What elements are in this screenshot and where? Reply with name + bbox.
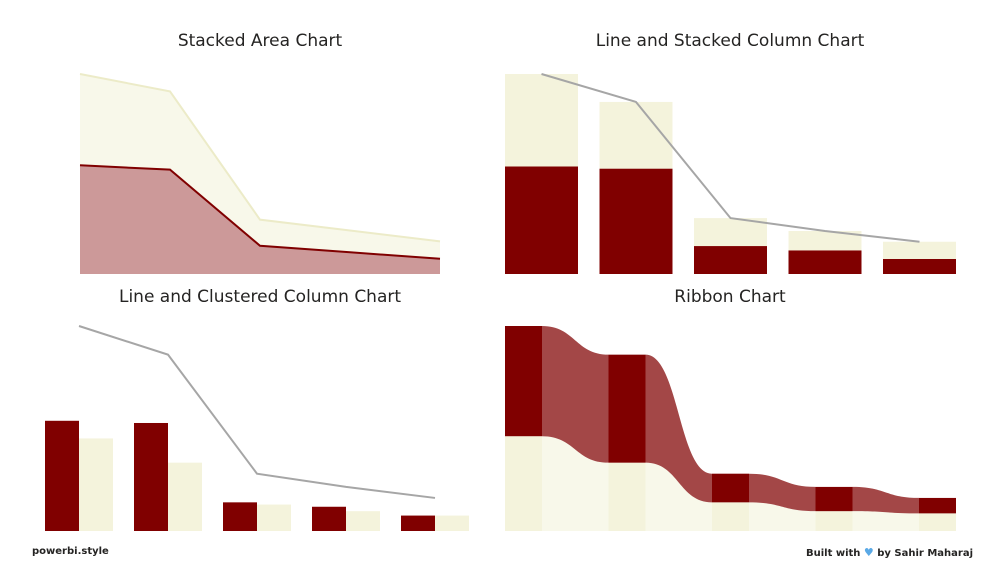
bar-series-2 (168, 462, 202, 531)
bar-series-2 (694, 218, 767, 247)
line-stacked-column-chart (505, 73, 956, 274)
ribbon-column-series-1 (505, 326, 542, 437)
ribbon-column-series-1 (712, 473, 749, 503)
bar-series-1 (694, 246, 767, 274)
bar-series-2 (883, 241, 956, 259)
ribbon-column-series-2 (505, 436, 542, 531)
ribbon-series-2 (749, 502, 816, 531)
area-series-1-line (79, 164, 441, 260)
bar-series-1 (505, 166, 578, 274)
stacked-area-chart (79, 73, 441, 274)
ribbon-series-1 (852, 486, 919, 514)
ribbon-column-series-2 (919, 513, 956, 531)
ribbon-series-2 (852, 511, 919, 531)
area-series-1 (80, 165, 440, 274)
area-series-2-line (79, 73, 441, 243)
bar-series-1 (788, 250, 862, 274)
line-series (541, 73, 920, 243)
bar-series-1 (401, 515, 435, 531)
bar-series-2 (435, 515, 469, 531)
ribbon-column-series-1 (919, 497, 956, 514)
bar-series-2 (788, 230, 862, 251)
bar-series-1 (223, 502, 257, 531)
ribbon-column-series-2 (815, 511, 853, 531)
ribbon-column-series-2 (712, 502, 749, 531)
ribbon-chart (505, 326, 956, 531)
ribbon-column-series-2 (608, 462, 646, 531)
bar-series-2 (257, 504, 291, 531)
footer-brand: powerbi.style (32, 546, 109, 557)
ribbon-series-2 (645, 462, 712, 531)
bar-series-1 (883, 258, 956, 274)
ribbon-series-2 (542, 436, 609, 531)
bar-series-2 (599, 101, 673, 169)
ribbon-column-series-1 (608, 354, 646, 463)
ribbon-chart-title: Ribbon Chart (674, 287, 786, 307)
ribbon-column-series-1 (815, 486, 853, 512)
bar-series-1 (134, 422, 168, 531)
ribbon-series-1 (542, 326, 609, 463)
line-stacked-column-chart-title: Line and Stacked Column Chart (595, 31, 865, 51)
author-label: by Sahir Maharaj (877, 548, 973, 559)
stacked-area-chart-title: Stacked Area Chart (177, 31, 343, 51)
ribbon-series-1 (645, 354, 712, 503)
line-clustered-column-chart (45, 325, 469, 531)
area-series-2 (80, 74, 440, 259)
bar-series-2 (79, 438, 113, 531)
footer-credit: Built with ♥ by Sahir Maharaj (806, 546, 973, 559)
blue-heart-icon: ♥ (863, 546, 874, 559)
line-series (78, 325, 436, 499)
built-with-label: Built with (805, 548, 861, 559)
bar-series-1 (312, 506, 346, 531)
bar-series-1 (599, 168, 673, 274)
bar-series-2 (346, 511, 380, 531)
line-clustered-column-chart-title: Line and Clustered Column Chart (118, 287, 402, 307)
bar-series-2 (505, 74, 578, 167)
bar-series-1 (45, 420, 79, 531)
ribbon-series-1 (749, 473, 816, 512)
